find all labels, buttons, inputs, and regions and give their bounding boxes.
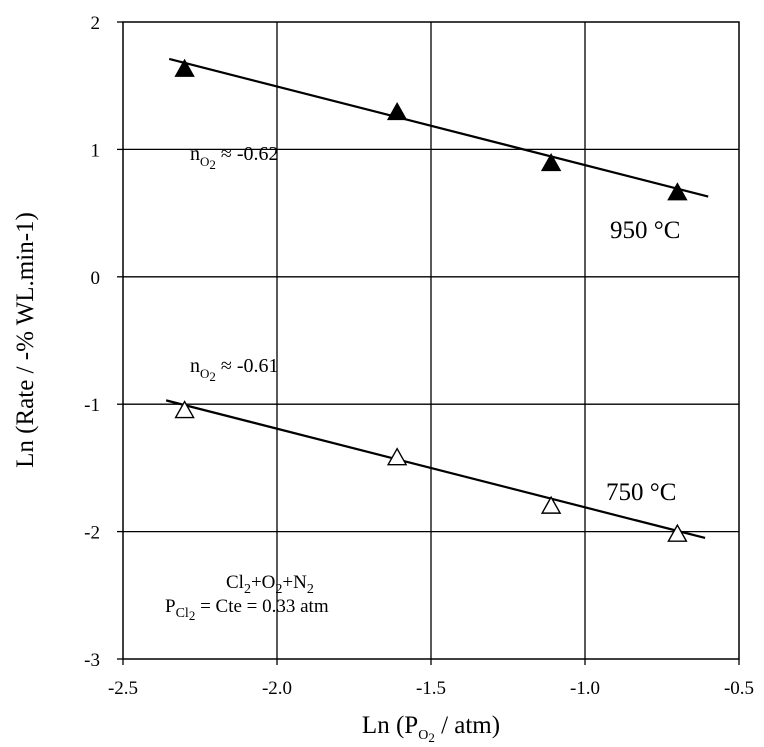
y-tick-label: -2: [84, 523, 100, 544]
y-tick-label: -3: [84, 650, 100, 671]
data-point-1-0: [174, 400, 195, 419]
data-point-0-1: [386, 102, 408, 121]
x-tick-label: -1.0: [570, 678, 600, 699]
y-tick-label: 1: [91, 140, 101, 161]
data-point-0-2: [540, 152, 562, 172]
y-tick-label: 0: [91, 268, 101, 289]
x-axis-title: Ln (PO2 / atm): [362, 712, 500, 745]
tick-labels: -2.5 -2.0 -1.5 -1.0 -0.5 -3 -2 -1 0 1 2: [84, 13, 754, 699]
fit-lines: [165, 57, 709, 540]
data-point-0-3: [667, 182, 688, 201]
slope-label-750: nO2 ≈ -0.61: [190, 355, 279, 384]
conditions-gas-mix: Cl2+O2+N2: [226, 572, 314, 597]
fit-line-0: [168, 57, 709, 198]
x-tick-label: -2.0: [262, 678, 292, 699]
series-label-750: 750 °C: [606, 479, 676, 506]
y-axis-title: Ln (Rate / -% WL.min-1): [12, 212, 39, 468]
data-point-1-1: [386, 447, 408, 466]
grid-lines: [123, 22, 739, 659]
y-tick-label: -1: [84, 395, 100, 416]
data-point-0-0: [174, 58, 195, 77]
x-tick-label: -1.5: [416, 678, 446, 699]
data-markers: [174, 58, 688, 542]
data-point-1-2: [540, 495, 562, 514]
x-tick-label: -2.5: [108, 678, 138, 699]
y-tick-label: 2: [91, 13, 101, 34]
series-label-950: 950 °C: [610, 217, 680, 244]
slope-label-950: nO2 ≈ -0.62: [190, 143, 279, 172]
conditions-cl2-pressure: PCl2 = Cte = 0.33 atm: [165, 596, 329, 623]
fit-line-1: [165, 399, 706, 540]
data-point-1-3: [667, 523, 688, 542]
x-tick-label: -0.5: [724, 678, 754, 699]
